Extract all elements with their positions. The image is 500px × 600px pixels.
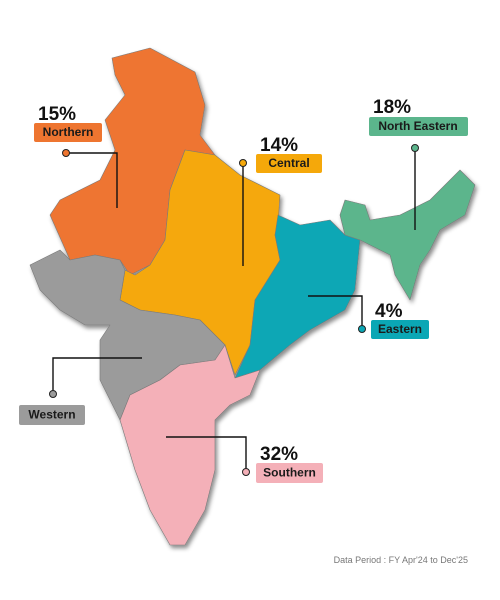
region-name: Eastern — [378, 322, 422, 336]
leader-line — [52, 357, 142, 394]
label-box — [371, 320, 429, 339]
region-name: Central — [268, 156, 309, 170]
region-southern — [119, 344, 261, 546]
leader-line — [308, 295, 363, 329]
region-name: Northern — [43, 125, 94, 139]
label-box — [369, 117, 468, 136]
region-share: 18% — [373, 97, 411, 118]
region-name: Western — [28, 408, 75, 422]
leaders — [49, 144, 419, 476]
region-share: 4% — [375, 301, 403, 322]
region-eastern — [234, 214, 361, 379]
label-box — [19, 405, 85, 425]
leader-dot — [411, 144, 419, 152]
region-north-eastern — [339, 169, 476, 301]
leader-dot — [49, 390, 57, 398]
leader-line — [166, 436, 247, 472]
leader-dot — [242, 468, 250, 476]
map — [29, 47, 476, 546]
footer-note: Data Period : FY Apr'24 to Dec'25 — [334, 555, 468, 565]
label-box — [256, 154, 322, 173]
label-box — [34, 123, 102, 142]
region-share: 14% — [260, 135, 298, 156]
leader-line — [66, 152, 118, 208]
leader-dot — [62, 149, 70, 157]
region-name: Southern — [263, 466, 316, 480]
leader-dot — [358, 325, 366, 333]
region-name: North Eastern — [378, 119, 457, 133]
leader-dot — [239, 159, 247, 167]
region-share: 15% — [38, 104, 76, 125]
region-share: 32% — [260, 444, 298, 465]
label-box — [256, 463, 323, 483]
